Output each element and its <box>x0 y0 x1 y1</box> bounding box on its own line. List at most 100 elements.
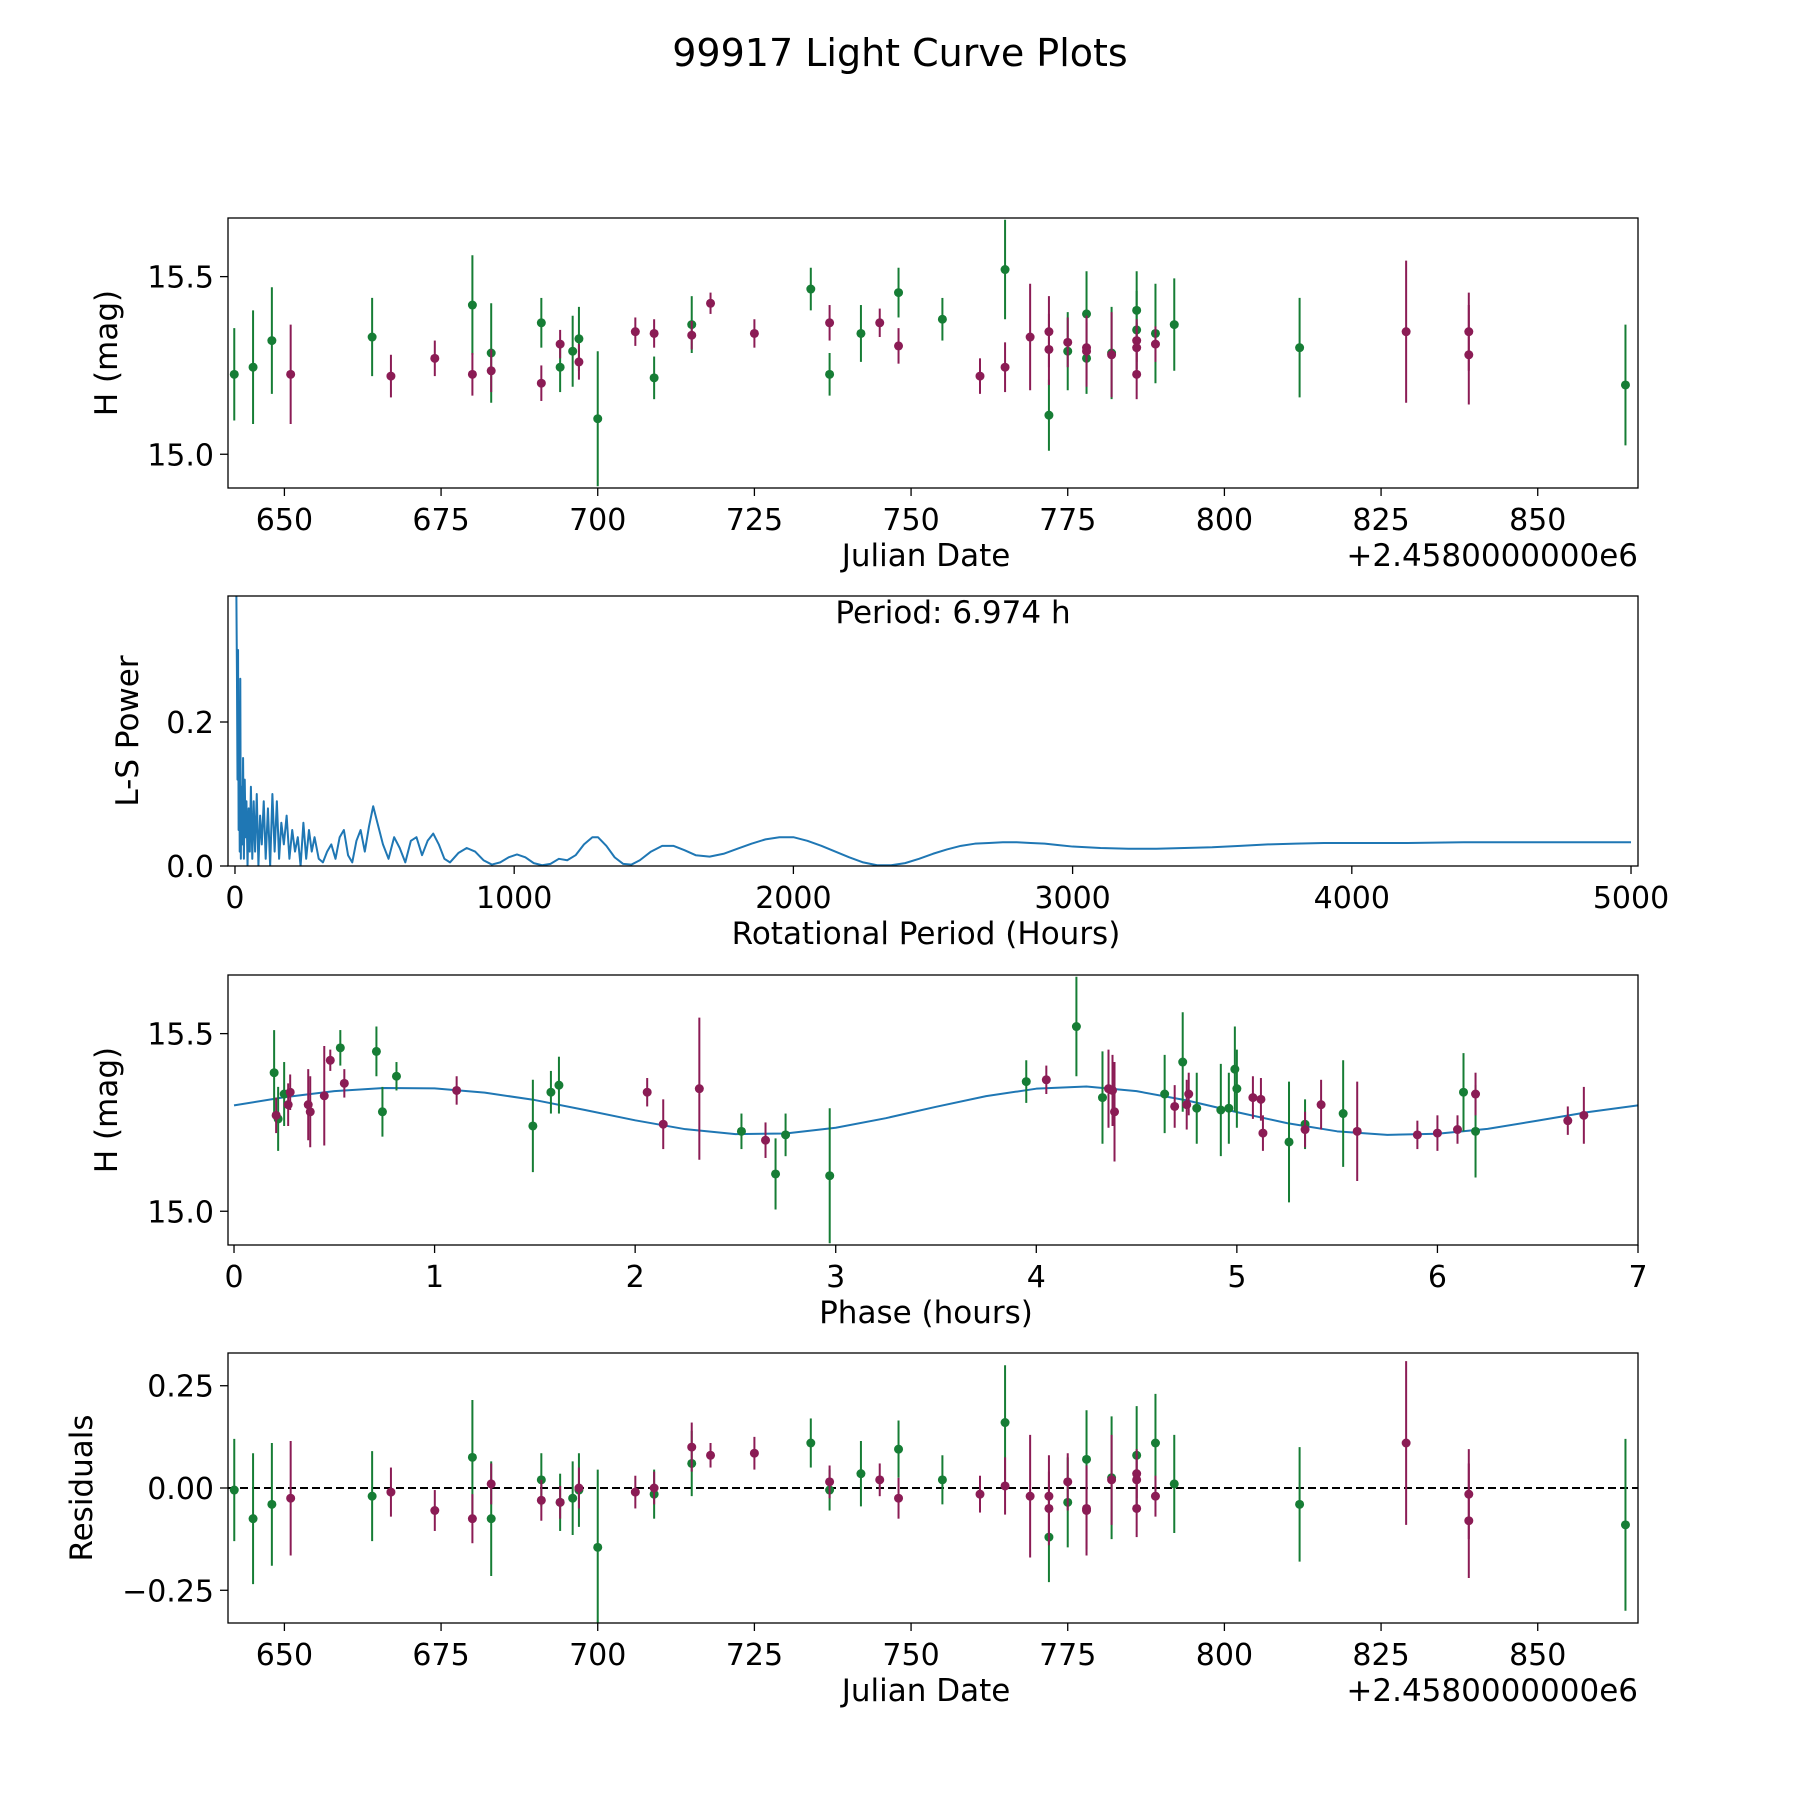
y-tick-label: 0.25 <box>147 1370 214 1405</box>
green-data-point <box>1284 1137 1294 1147</box>
phase-folded-panel: 0 1 2 3 4 5 6 7 15.0 15.5 Phase (hours) H (mag) <box>89 974 1648 1331</box>
magenta-data-point <box>574 1483 584 1493</box>
sinusoid-fit-line <box>233 1085 1638 1136</box>
magenta-series <box>286 260 1474 425</box>
green-data-point <box>1082 1454 1092 1464</box>
green-data-point <box>467 300 477 310</box>
magenta-data-point <box>749 1448 759 1458</box>
magenta-data-point <box>339 1078 349 1088</box>
green-data-point <box>806 1438 816 1448</box>
green-data-point <box>1097 1093 1107 1103</box>
magenta-data-point <box>1132 369 1142 379</box>
magenta-data-point <box>761 1135 771 1145</box>
green-data-point <box>555 362 565 372</box>
green-data-point <box>1471 1126 1481 1136</box>
x-tick-label: 650 <box>256 1638 313 1673</box>
x-tick-label: 800 <box>1196 1638 1253 1673</box>
magenta-data-point <box>825 318 835 328</box>
magenta-data-point <box>1107 350 1117 360</box>
x-tick-label: 775 <box>1039 503 1096 538</box>
y-tick-label: 15.5 <box>147 1018 214 1053</box>
magenta-data-point <box>555 1497 565 1507</box>
x-tick-label: 2 <box>626 1260 645 1295</box>
magenta-data-point <box>1110 1107 1120 1117</box>
green-data-point <box>1216 1105 1226 1115</box>
x-axis-label: Phase (hours) <box>819 1295 1033 1331</box>
magenta-data-point <box>1182 1100 1192 1110</box>
magenta-data-point <box>1107 1475 1117 1485</box>
x-tick-label: 675 <box>412 1638 469 1673</box>
magenta-data-point <box>975 1489 985 1499</box>
magenta-data-point <box>1150 1491 1160 1501</box>
x-tick-label: 850 <box>1509 1638 1566 1673</box>
green-data-point <box>367 1491 377 1501</box>
green-data-point <box>486 1514 496 1524</box>
green-data-point <box>856 1469 866 1479</box>
magenta-data-point <box>642 1087 652 1097</box>
green-data-point <box>781 1130 791 1140</box>
periodogram-panel: 0 1000 2000 3000 4000 5000 0.0 0.2 Rotational Pe… <box>110 595 1669 952</box>
magenta-data-point <box>467 369 477 379</box>
green-data-point <box>1232 1084 1242 1094</box>
green-data-point <box>1021 1077 1031 1087</box>
green-data-point <box>1295 343 1305 353</box>
green-data-point <box>229 1485 239 1495</box>
green-data-point <box>1620 1520 1630 1530</box>
x-tick-label: 700 <box>569 503 626 538</box>
green-data-point <box>825 369 835 379</box>
magenta-data-point <box>1000 362 1010 372</box>
green-data-point <box>546 1087 556 1097</box>
magenta-data-point <box>283 1100 293 1110</box>
x-tick-label: 5000 <box>1593 881 1669 916</box>
magenta-data-point <box>286 369 296 379</box>
green-data-point <box>1082 309 1092 319</box>
x-tick-label: 1 <box>425 1260 444 1295</box>
magenta-data-point <box>649 328 659 338</box>
magenta-data-point <box>486 366 496 376</box>
magenta-data-point <box>1401 1438 1411 1448</box>
y-tick-label: 15.0 <box>147 438 214 473</box>
magenta-data-point <box>1258 1128 1268 1138</box>
magenta-data-point <box>1082 1506 1092 1515</box>
green-data-point <box>825 1171 835 1181</box>
magenta-data-point <box>1412 1130 1422 1140</box>
magenta-data-point <box>825 1477 835 1487</box>
magenta-data-point <box>467 1514 477 1524</box>
x-tick-label: 5 <box>1227 1260 1246 1295</box>
magenta-data-point <box>1316 1100 1326 1110</box>
periodogram-line <box>235 596 1632 866</box>
green-data-point <box>1192 1103 1202 1113</box>
periodogram-axes-frame <box>227 595 1639 867</box>
green-data-point <box>1169 1479 1179 1489</box>
green-data-point <box>1000 1418 1010 1428</box>
x-axis-offset-label: +2.4580000000e6 <box>1346 538 1638 574</box>
magenta-data-point <box>430 353 440 363</box>
green-data-point <box>467 1452 477 1462</box>
magenta-data-point <box>1132 343 1142 353</box>
x-tick-label: 700 <box>569 1638 626 1673</box>
green-series <box>269 976 1481 1244</box>
y-tick-label: −0.25 <box>122 1574 214 1609</box>
green-data-point <box>248 1514 258 1524</box>
magenta-data-point <box>1579 1110 1589 1120</box>
x-tick-label: 3 <box>826 1260 845 1295</box>
magenta-data-point <box>1108 1085 1118 1095</box>
green-data-point <box>856 328 866 338</box>
green-data-point <box>1295 1499 1305 1509</box>
magenta-data-point <box>486 1479 496 1489</box>
magenta-data-point <box>658 1119 668 1129</box>
magenta-data-point <box>1248 1093 1258 1103</box>
green-data-point <box>771 1169 781 1179</box>
magenta-data-point <box>1184 1089 1194 1099</box>
green-data-point <box>554 1080 564 1090</box>
green-data-point <box>593 1542 603 1552</box>
phase-folded-axes-frame <box>227 974 1639 1246</box>
magenta-data-point <box>574 357 584 367</box>
magenta-data-point <box>749 328 759 338</box>
green-data-point <box>367 332 377 342</box>
light-curve-plot-area <box>229 219 1630 487</box>
magenta-data-point <box>1082 346 1092 356</box>
y-axis-label: H (mag) <box>89 290 125 416</box>
